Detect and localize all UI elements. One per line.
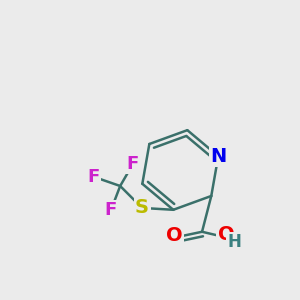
Text: N: N (210, 147, 226, 166)
Text: H: H (227, 233, 241, 251)
Text: F: F (88, 168, 100, 186)
Text: O: O (166, 226, 183, 245)
Text: S: S (135, 198, 149, 218)
Text: F: F (105, 201, 117, 219)
Text: F: F (127, 155, 139, 173)
Text: O: O (218, 225, 234, 244)
